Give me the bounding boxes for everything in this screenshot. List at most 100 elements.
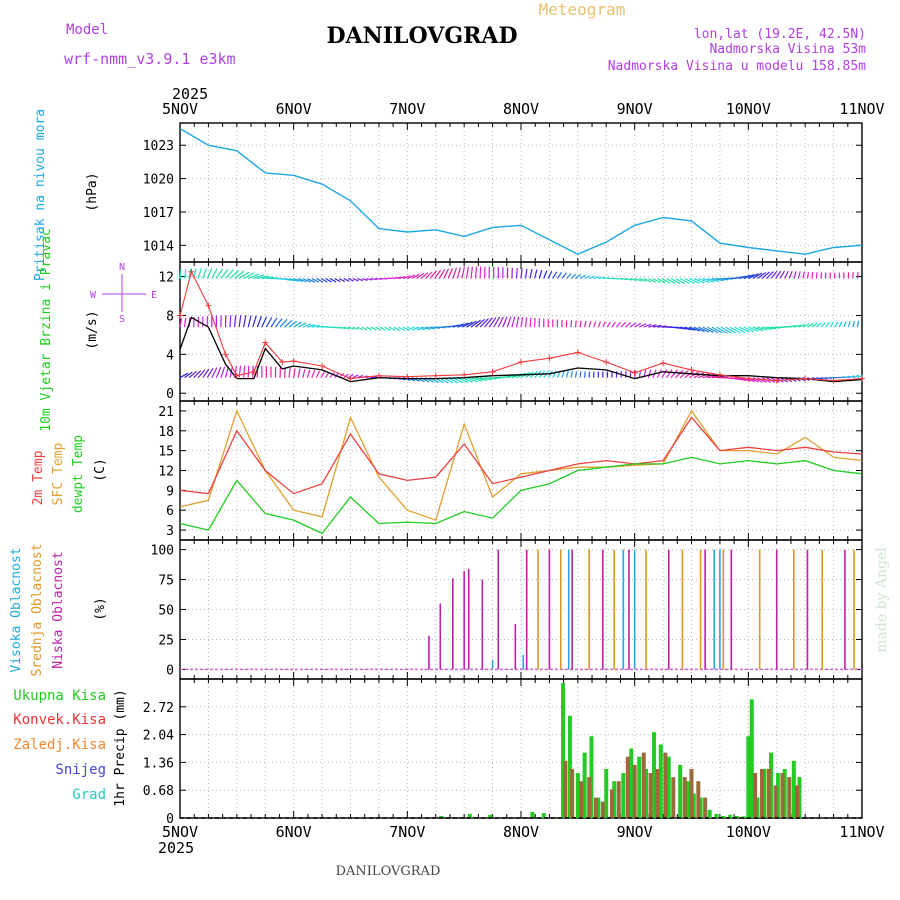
wind-barb xyxy=(675,278,686,285)
wind-barb xyxy=(261,276,274,280)
wind-barb xyxy=(202,368,210,379)
wind-barb xyxy=(183,269,187,279)
model-name: wrf-nmm_v3.9.1 e3km xyxy=(64,50,236,68)
wind-barb xyxy=(679,326,691,331)
precip-bar-total xyxy=(612,781,617,818)
wind-barb xyxy=(575,274,582,280)
wind-barb xyxy=(565,370,569,378)
credit-label: made by Angel xyxy=(874,547,890,653)
wind-barb xyxy=(693,372,705,379)
wind-barb xyxy=(470,266,473,279)
bottom-time-axis: 5NOV 6NOV 7NOV 8NOV 9NOV 10NOV 11NOV xyxy=(162,823,885,841)
wind-barb xyxy=(725,326,737,334)
ytick-label: 1023 xyxy=(143,139,174,154)
compass-e: E xyxy=(151,290,157,301)
wind-barb xyxy=(293,277,303,283)
wind-barb xyxy=(602,321,606,328)
wind-barb xyxy=(620,277,628,281)
wind-barb xyxy=(770,270,778,279)
wind-barb xyxy=(238,315,242,328)
wind-title-group: 10m Vjetar Brzina i Pravac (m/s) N S W E xyxy=(39,228,157,432)
wind-barb xyxy=(279,319,288,328)
wind-barb xyxy=(465,266,469,279)
compass-n: N xyxy=(119,262,125,273)
wind-barb xyxy=(520,316,524,328)
precip-unit: 1hr Precip (mm) xyxy=(113,689,128,806)
ytick-label: 1.36 xyxy=(143,756,174,771)
wind-barb xyxy=(629,322,637,328)
wind-barb xyxy=(311,277,320,283)
wind-barb xyxy=(297,322,307,328)
model-altitude-label: Nadmorska Visina u modelu 158.85m xyxy=(608,59,866,74)
gust-marker xyxy=(745,375,752,382)
wind-barb xyxy=(652,324,662,328)
wind-barb xyxy=(329,371,335,379)
gust-marker xyxy=(802,375,809,382)
gust-marker xyxy=(188,268,195,275)
wind-barb xyxy=(625,277,633,281)
year-label-bottom: 2025 xyxy=(158,839,194,857)
wind-barb xyxy=(634,322,642,328)
wind-barb xyxy=(634,370,637,378)
wind-barb xyxy=(757,271,767,280)
wind-barb xyxy=(493,316,501,328)
wind-barb xyxy=(411,273,420,280)
wind-barb xyxy=(748,273,759,280)
wind-barb xyxy=(225,269,234,279)
precip-bar-conv xyxy=(795,785,800,818)
wind-barb xyxy=(238,271,250,280)
wind-barb xyxy=(316,277,324,283)
wind-barb xyxy=(775,270,782,279)
wind-barb xyxy=(306,369,311,378)
wind-barb xyxy=(420,272,429,279)
wind-barb xyxy=(375,326,382,331)
wind-barb xyxy=(693,326,705,333)
wind-barb xyxy=(520,268,523,279)
ytick-label: 1017 xyxy=(143,206,174,221)
wind-barb xyxy=(852,320,856,328)
wind-barb xyxy=(552,370,557,378)
panel-0: 1014 1017 1020 1023 xyxy=(143,122,863,263)
precip-bar-total xyxy=(698,797,703,818)
wind-barb xyxy=(579,371,582,378)
wind-barb xyxy=(456,267,461,279)
cloud-title-mid: Srednja Oblacnost xyxy=(30,543,45,676)
precip-bar-total xyxy=(582,752,587,818)
compass-s: S xyxy=(119,314,125,325)
precip-bar-conv xyxy=(655,768,660,818)
gust-marker xyxy=(461,371,468,378)
wind-barb xyxy=(798,323,806,328)
wind-barb xyxy=(720,326,732,334)
wind-barb xyxy=(588,275,596,280)
wind-barb xyxy=(570,371,573,378)
precip-bar-conv xyxy=(616,781,621,818)
wind-barb xyxy=(375,277,382,280)
wind-barb xyxy=(693,277,705,284)
wind-barb xyxy=(370,376,378,379)
wind-barb xyxy=(425,326,436,330)
wind-barb xyxy=(529,269,533,279)
wind-barb xyxy=(588,321,592,328)
wind-barb xyxy=(766,326,777,330)
top-day-label-0: 5NOV xyxy=(162,100,198,118)
wind-barb xyxy=(684,326,696,331)
wind-barb xyxy=(366,326,373,331)
wind-barb xyxy=(556,271,563,279)
wind-barb xyxy=(247,315,252,328)
wind-barb xyxy=(416,272,425,280)
wind-barb xyxy=(547,270,553,279)
wind-barb xyxy=(215,366,222,378)
wind-barb xyxy=(265,316,273,328)
wind-barb xyxy=(643,323,652,328)
wind-barb xyxy=(698,277,710,284)
wind-barb xyxy=(252,315,257,328)
precip-bar-total xyxy=(769,752,774,818)
wind-barb xyxy=(479,266,482,279)
wind-barb xyxy=(648,277,657,283)
precip-legend-total: Ukupna Kisa xyxy=(13,688,106,704)
wind-barb xyxy=(634,277,642,282)
wind-title: 10m Vjetar Brzina i Pravac xyxy=(39,228,54,432)
wind-barb xyxy=(311,324,320,328)
panel-2: 3 6 9 12 15 18 21 xyxy=(158,400,863,541)
panel-4: 0 0.68 1.36 2.04 2.72 xyxy=(143,678,863,827)
